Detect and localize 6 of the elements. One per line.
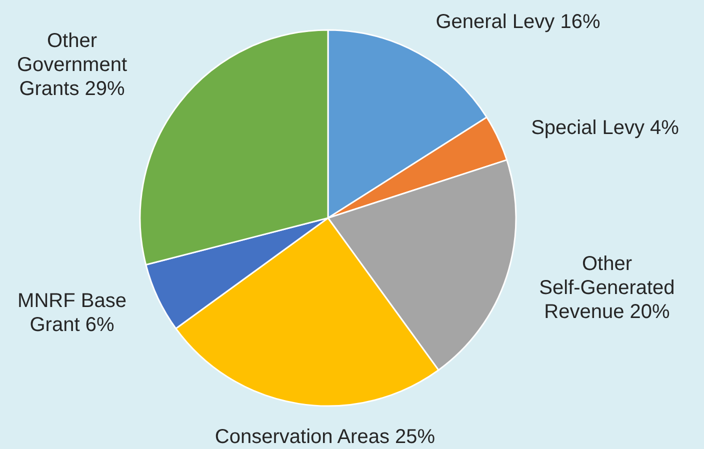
- slice-label: General Levy 16%: [436, 11, 600, 33]
- slice-label: MNRF Base Grant 6%: [18, 290, 126, 336]
- slice-label: Conservation Areas 25%: [214, 426, 436, 448]
- slice-label: Other Self-Generated Revenue 20%: [539, 253, 675, 323]
- slice-label: Other Government Grants 29%: [16, 30, 128, 100]
- slice-label: Special Levy 4%: [531, 117, 680, 139]
